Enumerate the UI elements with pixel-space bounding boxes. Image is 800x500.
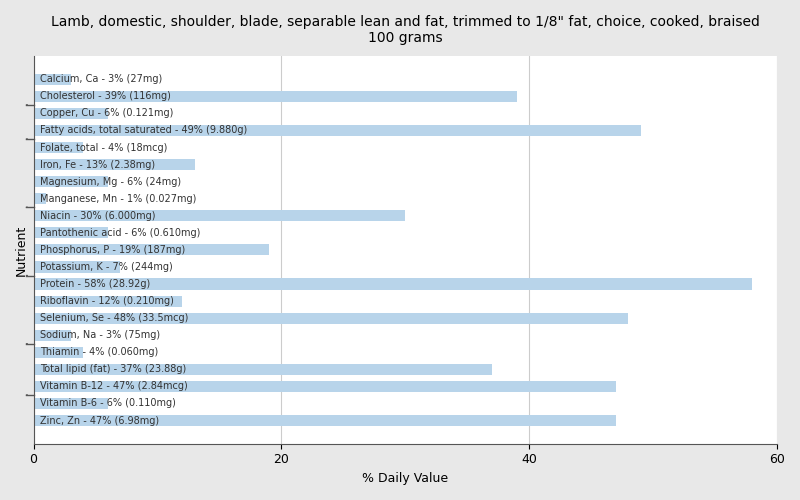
Text: Total lipid (fat) - 37% (23.88g): Total lipid (fat) - 37% (23.88g) [40, 364, 186, 374]
Text: Potassium, K - 7% (244mg): Potassium, K - 7% (244mg) [40, 262, 173, 272]
Bar [34, 159, 194, 170]
Bar [34, 74, 70, 85]
Text: Cholesterol - 39% (116mg): Cholesterol - 39% (116mg) [40, 92, 170, 102]
Bar [34, 176, 108, 187]
Text: Thiamin - 4% (0.060mg): Thiamin - 4% (0.060mg) [40, 348, 158, 358]
Text: Calcium, Ca - 3% (27mg): Calcium, Ca - 3% (27mg) [40, 74, 162, 85]
Bar [34, 296, 182, 306]
Title: Lamb, domestic, shoulder, blade, separable lean and fat, trimmed to 1/8" fat, ch: Lamb, domestic, shoulder, blade, separab… [51, 15, 760, 45]
Bar [34, 91, 517, 102]
Text: Vitamin B-12 - 47% (2.84mcg): Vitamin B-12 - 47% (2.84mcg) [40, 382, 187, 392]
Bar [34, 210, 406, 222]
X-axis label: % Daily Value: % Daily Value [362, 472, 448, 485]
Y-axis label: Nutrient: Nutrient [15, 224, 28, 276]
Bar [34, 415, 616, 426]
Text: Vitamin B-6 - 6% (0.110mg): Vitamin B-6 - 6% (0.110mg) [40, 398, 176, 408]
Bar [34, 108, 108, 119]
Bar [34, 125, 641, 136]
Bar [34, 398, 108, 409]
Bar [34, 364, 492, 375]
Bar [34, 193, 46, 204]
Bar [34, 330, 70, 341]
Bar [34, 346, 83, 358]
Text: Phosphorus, P - 19% (187mg): Phosphorus, P - 19% (187mg) [40, 245, 185, 255]
Bar [34, 381, 616, 392]
Text: Selenium, Se - 48% (33.5mcg): Selenium, Se - 48% (33.5mcg) [40, 313, 188, 323]
Bar [34, 142, 83, 153]
Bar [34, 262, 120, 272]
Bar [34, 278, 752, 289]
Text: Riboflavin - 12% (0.210mg): Riboflavin - 12% (0.210mg) [40, 296, 174, 306]
Text: Pantothenic acid - 6% (0.610mg): Pantothenic acid - 6% (0.610mg) [40, 228, 200, 238]
Bar [34, 228, 108, 238]
Text: Iron, Fe - 13% (2.38mg): Iron, Fe - 13% (2.38mg) [40, 160, 155, 170]
Bar [34, 312, 628, 324]
Text: Protein - 58% (28.92g): Protein - 58% (28.92g) [40, 279, 150, 289]
Text: Copper, Cu - 6% (0.121mg): Copper, Cu - 6% (0.121mg) [40, 108, 173, 118]
Text: Zinc, Zn - 47% (6.98mg): Zinc, Zn - 47% (6.98mg) [40, 416, 159, 426]
Text: Niacin - 30% (6.000mg): Niacin - 30% (6.000mg) [40, 211, 155, 221]
Text: Manganese, Mn - 1% (0.027mg): Manganese, Mn - 1% (0.027mg) [40, 194, 196, 203]
Text: Magnesium, Mg - 6% (24mg): Magnesium, Mg - 6% (24mg) [40, 176, 181, 186]
Text: Sodium, Na - 3% (75mg): Sodium, Na - 3% (75mg) [40, 330, 160, 340]
Bar [34, 244, 269, 256]
Text: Fatty acids, total saturated - 49% (9.880g): Fatty acids, total saturated - 49% (9.88… [40, 126, 247, 136]
Text: Folate, total - 4% (18mcg): Folate, total - 4% (18mcg) [40, 142, 167, 152]
